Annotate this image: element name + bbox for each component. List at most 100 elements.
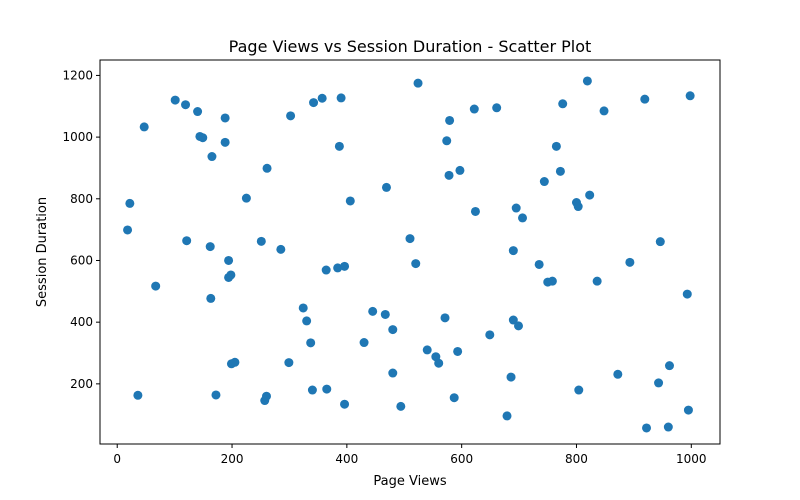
data-point [502, 411, 512, 421]
data-point [442, 136, 452, 146]
data-point [440, 313, 450, 323]
data-point [613, 369, 623, 379]
x-tick-label: 1000 [676, 452, 707, 466]
x-axis-ticks: 0 200 400 600 800 1000 [113, 444, 707, 466]
x-tick-label: 0 [113, 452, 121, 466]
data-point [514, 321, 523, 331]
data-point [413, 78, 423, 88]
data-point [170, 95, 180, 105]
data-point [181, 100, 191, 110]
data-point [220, 137, 230, 147]
data-point [139, 122, 149, 132]
data-point [256, 236, 266, 246]
data-point [333, 263, 343, 273]
data-point [434, 358, 444, 368]
data-point [230, 357, 240, 367]
data-point [306, 338, 316, 348]
data-point [534, 259, 544, 269]
y-axis-ticks: 200 400 600 800 1000 1200 [62, 68, 100, 391]
data-point [449, 393, 459, 403]
data-point [599, 106, 609, 116]
data-point [405, 234, 415, 244]
data-point [492, 103, 502, 113]
y-tick-label: 1000 [62, 130, 93, 144]
data-point [125, 198, 135, 208]
data-point [388, 368, 398, 378]
data-point [302, 316, 312, 326]
data-point [547, 276, 557, 286]
data-point [298, 303, 308, 313]
data-point [422, 345, 432, 355]
data-point [655, 237, 665, 247]
x-axis-label: Page Views [373, 474, 446, 489]
data-point [340, 261, 350, 271]
data-point [345, 196, 355, 206]
data-point [551, 141, 561, 151]
x-tick-label: 200 [221, 452, 244, 466]
data-point [585, 190, 595, 200]
y-tick-label: 600 [70, 253, 93, 267]
data-point [685, 91, 695, 101]
data-point [193, 107, 203, 117]
data-point [224, 255, 234, 265]
data-point [380, 309, 390, 319]
data-point [574, 385, 584, 395]
data-point [220, 113, 230, 123]
data-point [445, 115, 455, 125]
data-point [582, 76, 592, 86]
data-point [663, 422, 673, 432]
data-point [506, 372, 516, 382]
data-point [123, 225, 133, 235]
data-point [388, 325, 398, 335]
chart-title: Page Views vs Session Duration - Scatter… [229, 37, 592, 56]
x-tick-label: 800 [565, 452, 588, 466]
x-tick-label: 400 [335, 452, 358, 466]
data-point [340, 399, 350, 409]
y-tick-label: 1200 [62, 68, 93, 82]
data-point [592, 276, 602, 286]
data-point [276, 244, 286, 254]
data-point [224, 272, 234, 282]
data-point [444, 170, 454, 180]
data-point [485, 330, 495, 340]
plot-frame [99, 59, 721, 445]
data-point [469, 104, 479, 114]
data-point [284, 358, 294, 368]
y-tick-label: 200 [70, 377, 93, 391]
y-tick-label: 400 [70, 315, 93, 329]
data-point [381, 182, 391, 192]
data-point [518, 213, 528, 223]
data-point [453, 346, 463, 356]
data-point [555, 166, 565, 176]
data-point [539, 177, 549, 187]
data-point [368, 306, 378, 316]
data-point [470, 206, 480, 216]
data-point [241, 193, 251, 203]
data-point [573, 202, 583, 212]
data-point [205, 242, 215, 252]
data-point [640, 94, 650, 104]
data-point [336, 93, 346, 103]
x-tick-label: 600 [450, 452, 473, 466]
data-point [664, 361, 674, 371]
data-point [182, 236, 192, 246]
data-point [307, 385, 317, 395]
data-point [206, 293, 216, 303]
data-point [455, 165, 465, 175]
data-point [322, 384, 332, 394]
data-point [261, 391, 271, 401]
points-layer [123, 76, 695, 433]
y-tick-label: 800 [70, 192, 93, 206]
data-point [317, 93, 327, 103]
data-point [321, 265, 331, 275]
data-point [625, 257, 635, 267]
data-point [151, 281, 161, 291]
data-point [133, 390, 143, 400]
data-point [207, 152, 217, 162]
data-point [411, 259, 421, 269]
data-point [309, 98, 319, 108]
data-point [211, 390, 221, 400]
data-point [286, 111, 296, 121]
data-point [642, 423, 652, 433]
